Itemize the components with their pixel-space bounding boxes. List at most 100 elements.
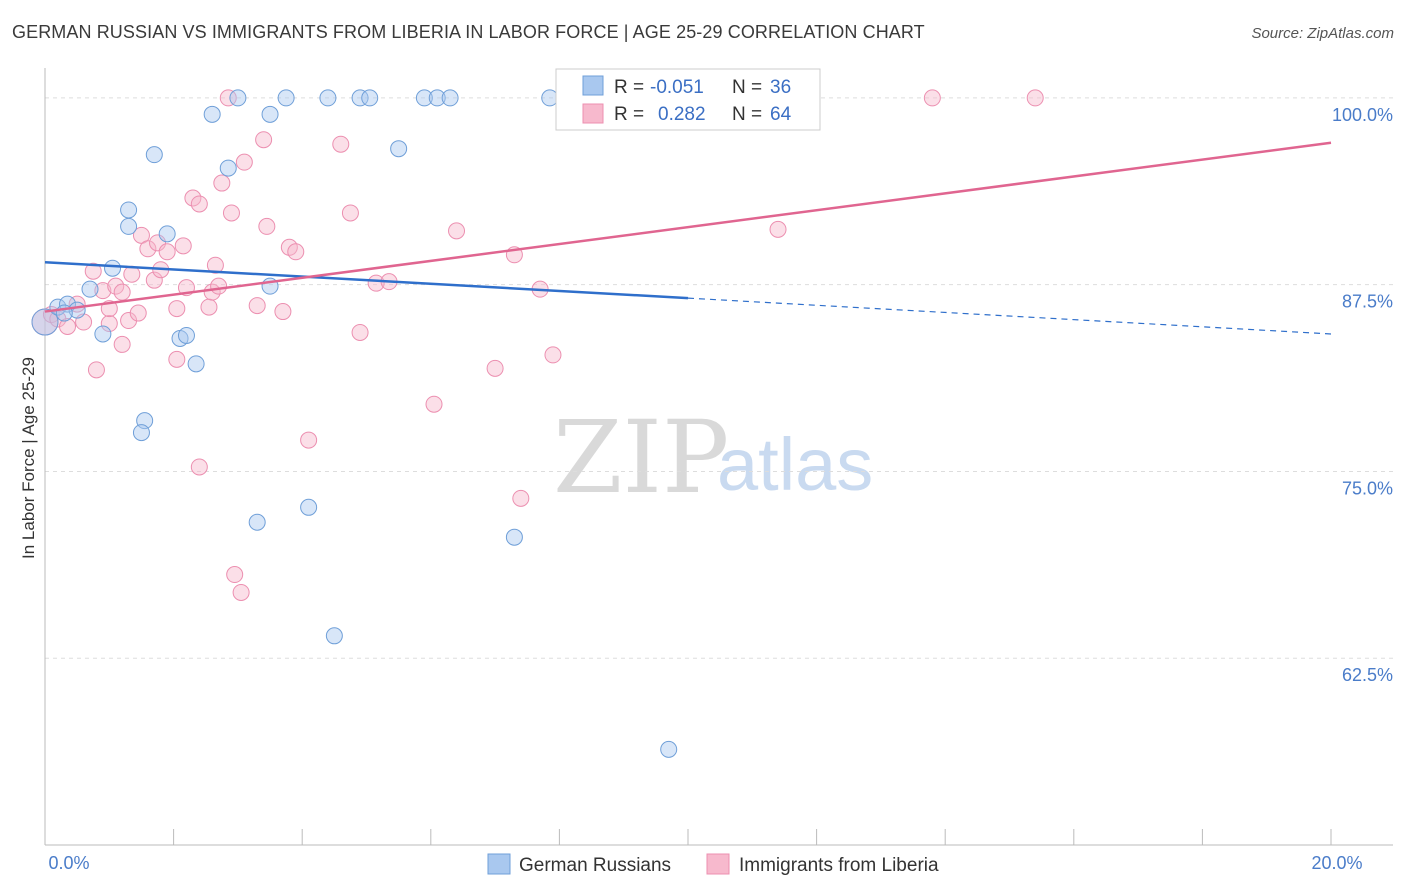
- x-tick-label-0: 0.0%: [48, 853, 89, 873]
- immigrants-from-liberia-point-38: [255, 131, 273, 149]
- immigrants-from-liberia-point-11: [107, 277, 125, 295]
- bottom-legend: German Russians Immigrants from Liberia: [487, 853, 939, 876]
- immigrants-from-liberia-point-32: [210, 277, 228, 295]
- german-russians-point-19: [229, 89, 247, 107]
- immigrants-from-liberia-point-47: [367, 274, 385, 292]
- german-russians-point-34: [505, 528, 523, 546]
- legend-swatch-pink: [582, 103, 604, 124]
- immigrants-from-liberia-point-13: [113, 335, 131, 353]
- immigrants-from-liberia-point-6: [84, 262, 102, 280]
- immigrants-from-liberia-point-7: [87, 361, 105, 379]
- immigrants-from-liberia-point-9: [94, 282, 112, 300]
- legend-r-value-1: -0.051: [650, 77, 704, 98]
- german-russians-point-31: [248, 513, 266, 531]
- watermark-atlas: atlas: [717, 423, 873, 506]
- y-tick-label-3: 62.5%: [1342, 665, 1393, 685]
- immigrants-from-liberia-point-15: [129, 304, 147, 322]
- immigrants-from-liberia-point-25: [174, 237, 192, 255]
- german-russians-point-29: [441, 89, 459, 107]
- bottom-legend-swatch-german-russians: [487, 853, 511, 875]
- immigrants-from-liberia-point-33: [213, 174, 231, 192]
- german-russians-point-17: [203, 105, 221, 123]
- bottom-legend-swatch-immigrants-from-liberia: [706, 853, 730, 875]
- immigrants-from-liberia-point-42: [287, 243, 305, 261]
- legend-box: R = -0.051 N = 36 R = 0.282 N = 64: [555, 68, 821, 131]
- immigrants-from-liberia-point-39: [258, 217, 276, 235]
- y-tick-label-0: 100.0%: [1332, 105, 1393, 125]
- legend-n-label-2: N =: [732, 104, 762, 125]
- legend-r-label-2: R =: [614, 104, 644, 125]
- german-russians-trend-dashed: [687, 297, 1332, 335]
- german-russians-point-8: [120, 217, 138, 235]
- immigrants-from-liberia-point-56: [512, 489, 530, 507]
- immigrants-from-liberia-point-60: [769, 220, 787, 238]
- german-russians-point-11: [158, 225, 176, 243]
- german-russians-point-26: [390, 140, 408, 158]
- immigrants-from-liberia-point-23: [168, 350, 186, 368]
- german-russians-point-18: [219, 159, 237, 177]
- immigrants-from-liberia-point-58: [544, 346, 562, 364]
- german-russians-point-32: [300, 498, 318, 516]
- immigrants-from-liberia-point-50: [226, 566, 244, 584]
- immigrants-from-liberia-point-24: [168, 300, 186, 318]
- y-tick-labels: 100.0% 87.5% 75.0% 62.5%: [1332, 105, 1393, 685]
- immigrants-from-liberia-point-61: [923, 89, 941, 107]
- y-axis-title: In Labor Force | Age 25-29: [19, 357, 38, 559]
- legend-n-label-1: N =: [732, 77, 762, 98]
- bottom-legend-label-german-russians: German Russians: [519, 855, 671, 876]
- y-tick-label-2: 75.0%: [1342, 478, 1393, 498]
- gridlines: [45, 97, 1393, 659]
- immigrants-from-liberia-point-27: [184, 189, 202, 207]
- legend-n-value-1: 36: [770, 77, 791, 98]
- immigrants-from-liberia-point-3: [59, 318, 77, 336]
- german-russians-point-16: [132, 424, 150, 442]
- immigrants-from-liberia-point-19: [145, 271, 163, 289]
- german-russians-point-13: [177, 326, 195, 344]
- legend-n-value-2: 64: [770, 104, 792, 125]
- immigrants-from-liberia-point-35: [222, 204, 240, 222]
- immigrants-from-liberia-point-18: [139, 240, 157, 258]
- immigrants-from-liberia-point-54: [486, 359, 504, 377]
- german-russians-point-24: [351, 89, 369, 107]
- source-credit: Source: ZipAtlas.com: [1251, 25, 1394, 42]
- legend-swatch-blue: [582, 75, 604, 96]
- immigrants-from-liberia-point-43: [300, 431, 318, 449]
- axes: [44, 68, 1393, 846]
- german-russians-point-21: [277, 89, 295, 107]
- trend-lines: [44, 141, 1332, 335]
- german-russians-point-5: [81, 280, 99, 298]
- bottom-legend-label-immigrants-from-liberia: Immigrants from Liberia: [739, 855, 939, 876]
- german-russians-point-9: [120, 201, 138, 219]
- german-russians-point-10: [145, 146, 163, 164]
- immigrants-from-liberia-point-37: [248, 297, 266, 315]
- german-russians-point-28: [428, 89, 446, 107]
- german-russians-point-27: [415, 89, 433, 107]
- immigrants-from-liberia-point-52: [425, 395, 443, 413]
- legend-r-label-1: R =: [614, 77, 644, 98]
- immigrants-from-liberia-point-28: [190, 195, 208, 213]
- chart-title: GERMAN RUSSIAN VS IMMIGRANTS FROM LIBERI…: [12, 22, 925, 42]
- german-russians-point-35: [660, 740, 678, 758]
- x-tick-labels: 0.0% 20.0%: [48, 853, 1362, 873]
- y-tick-label-1: 87.5%: [1342, 292, 1393, 312]
- immigrants-from-liberia-point-44: [332, 135, 350, 153]
- german-russians-point-7: [104, 259, 122, 277]
- german-russians-trend-solid: [44, 261, 689, 300]
- german-russians-point-0: [31, 308, 59, 336]
- immigrants-from-liberia-point-51: [232, 583, 250, 601]
- immigrants-from-liberia-point-34: [219, 89, 237, 107]
- immigrants-from-liberia-point-46: [351, 323, 369, 341]
- immigrants-from-liberia-point-40: [274, 303, 292, 321]
- german-russians-point-23: [319, 89, 337, 107]
- immigrants-from-liberia-point-12: [113, 283, 131, 301]
- german-russians-point-30: [541, 89, 559, 107]
- immigrants-from-liberia-point-62: [1026, 89, 1044, 107]
- immigrants-from-liberia-point-29: [200, 298, 218, 316]
- immigrants-from-liberia-trend: [44, 141, 1332, 313]
- immigrants-from-liberia-point-31: [206, 256, 224, 274]
- german-russians-point-33: [325, 627, 343, 645]
- immigrants-from-liberia-point-8: [100, 315, 118, 333]
- immigrants-from-liberia-point-49: [190, 458, 208, 476]
- german-russians-point-6: [94, 325, 112, 343]
